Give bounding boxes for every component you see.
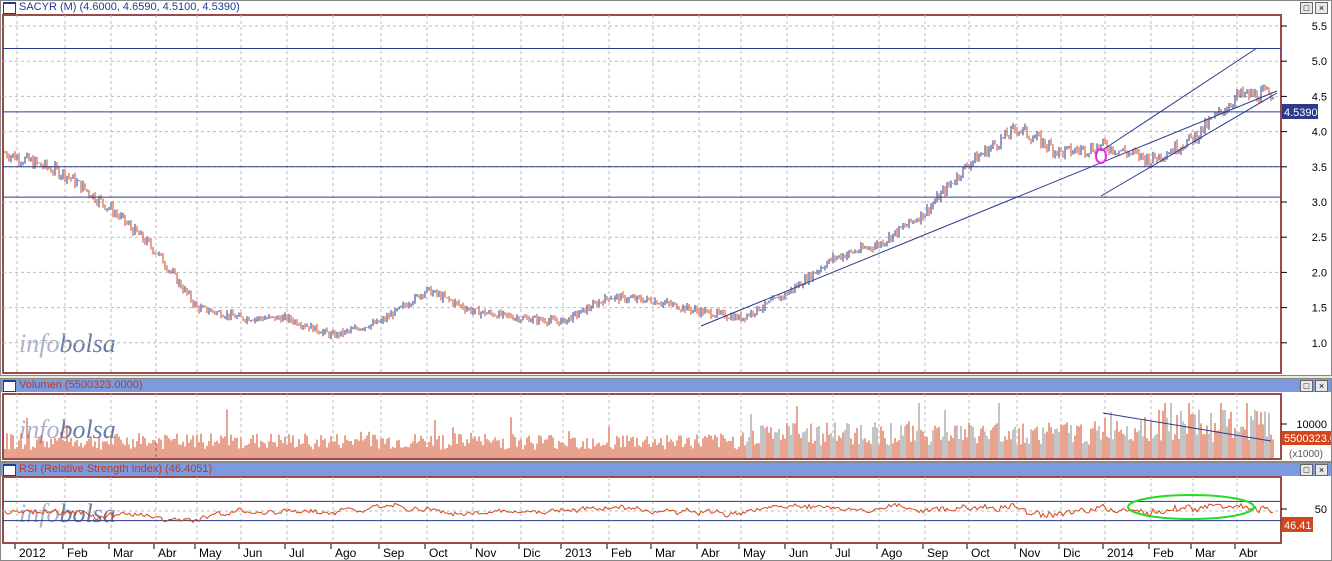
y-tick-label: 4.5	[1312, 91, 1327, 103]
x-tick-label: Dic	[523, 546, 540, 560]
rsi-title: RSI (Relative Strength Index) (46.4051)	[19, 463, 213, 475]
x-tick-label: Oct	[971, 546, 990, 560]
x-tick-label: Sep	[383, 546, 405, 560]
volume-unit-label: (x1000)	[1289, 449, 1323, 460]
x-tick-label: Ago	[881, 546, 903, 560]
plot-frame	[2, 476, 1282, 544]
restore-button[interactable]: □	[1300, 464, 1313, 476]
last-price-marker	[1282, 104, 1318, 119]
window-icon	[3, 464, 16, 476]
x-axis	[3, 543, 1281, 559]
window-icon	[3, 380, 16, 392]
restore-button[interactable]: □	[1300, 2, 1313, 14]
y-tick-label: 4.0	[1312, 127, 1327, 139]
y-tick-label: 2.0	[1312, 267, 1327, 279]
volume-panel: Volumen (5500323.0000) □ × infobolsa 1000…	[0, 378, 1332, 462]
x-tick-label: Mar	[655, 546, 676, 560]
x-tick-label: Mar	[1195, 546, 1216, 560]
y-tick-label: 5.0	[1312, 56, 1327, 68]
x-tick-label: Ago	[335, 546, 357, 560]
y-tick-label: 1.0	[1312, 338, 1327, 350]
channel-upper-line	[1100, 47, 1258, 152]
price-title: SACYR (M) (4.6000, 4.6590, 4.5100, 4.539…	[19, 1, 240, 13]
x-tick-label: Feb	[611, 546, 632, 560]
x-tick-label: May	[199, 546, 222, 560]
volume-trend-line	[1102, 412, 1272, 442]
x-tick-label: 2012	[19, 546, 46, 560]
x-tick-label: Nov	[1019, 546, 1040, 560]
trend-line	[700, 90, 1278, 327]
price-chart: 5.5 5.0 4.5 4.0 3.5 3.0 2.5 2.0 1.5 1.0 4.5390	[2, 14, 1327, 374]
x-tick-label: May	[743, 546, 766, 560]
x-tick-label: Sep	[927, 546, 949, 560]
y-tick-label: 3.5	[1312, 162, 1327, 174]
last-volume-marker	[1282, 431, 1331, 445]
x-tick-label: Jun	[789, 546, 808, 560]
last-price-label: 4.5390	[1284, 107, 1318, 119]
price-header: SACYR (M) (4.6000, 4.6590, 4.5100, 4.539…	[1, 1, 1331, 14]
y-tick-label: 1.5	[1312, 303, 1327, 315]
rsi-line	[4, 502, 1274, 524]
volume-title: Volumen (5500323.0000)	[19, 379, 143, 391]
price-panel: SACYR (M) (4.6000, 4.6590, 4.5100, 4.539…	[0, 0, 1332, 376]
last-rsi-label: 46.41	[1284, 520, 1312, 532]
volume-header: Volumen (5500323.0000) □ ×	[1, 379, 1331, 392]
window-icon	[3, 2, 16, 14]
volume-tick-label: 10000	[1296, 419, 1327, 431]
x-tick-label: Nov	[475, 546, 496, 560]
last-rsi-marker	[1282, 517, 1313, 532]
volume-chart: 10000 5500323.0 (x1000)	[2, 393, 1331, 460]
x-tick-label: Dic	[1063, 546, 1080, 560]
y-tick-label: 3.0	[1312, 197, 1327, 209]
x-tick-label: Jul	[835, 546, 850, 560]
restore-button[interactable]: □	[1300, 380, 1313, 392]
x-tick-label: 2014	[1107, 546, 1134, 560]
y-tick-label: 2.5	[1312, 232, 1327, 244]
x-tick-label: Jul	[289, 546, 304, 560]
plot-frame	[2, 393, 1282, 460]
x-tick-label: Abr	[158, 546, 177, 560]
plot-frame	[2, 14, 1282, 374]
last-volume-label: 5500323.0	[1284, 433, 1331, 445]
x-tick-label: Jun	[243, 546, 262, 560]
y-tick-label: 5.5	[1312, 21, 1327, 33]
watermark-logo: infobolsa	[19, 329, 116, 358]
x-tick-label: Abr	[1239, 546, 1258, 560]
watermark-logo: infobolsa	[19, 415, 116, 444]
rsi-header: RSI (Relative Strength Index) (46.4051) …	[1, 463, 1331, 476]
close-button[interactable]: ×	[1315, 464, 1328, 476]
channel-lower-line	[1100, 92, 1278, 197]
rsi-tick-label: 50	[1315, 504, 1327, 516]
x-tick-label: Mar	[113, 546, 134, 560]
x-tick-label: Abr	[701, 546, 720, 560]
x-tick-label: Oct	[429, 546, 448, 560]
close-button[interactable]: ×	[1315, 2, 1328, 14]
highlight-circle	[1095, 148, 1107, 164]
x-tick-label: Feb	[1153, 546, 1174, 560]
x-tick-label: Feb	[67, 546, 88, 560]
highlight-ellipse	[1127, 494, 1255, 520]
x-tick-label: 2013	[565, 546, 592, 560]
close-button[interactable]: ×	[1315, 380, 1328, 392]
rsi-panel: RSI (Relative Strength Index) (46.4051) …	[0, 462, 1332, 561]
